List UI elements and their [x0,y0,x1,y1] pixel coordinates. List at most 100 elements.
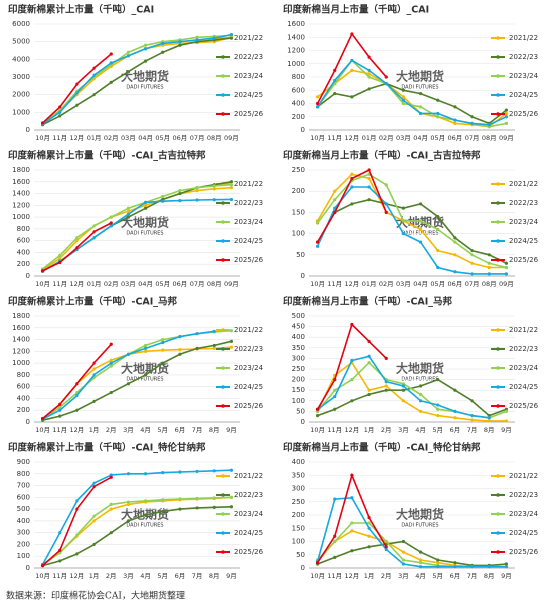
y-tick-label: 1000 [12,359,30,367]
data-point [126,212,131,216]
data-point [350,358,354,363]
data-point [315,240,320,244]
y-tick-label: 1000 [12,213,30,221]
legend-label: 2022/23 [509,345,538,353]
data-point [367,168,371,172]
data-point [384,384,388,388]
data-point [161,199,165,203]
legend-label: 2025/26 [234,110,264,118]
data-point [75,408,79,412]
x-tick-label: 7月 [192,572,203,580]
legend-marker [496,366,500,370]
data-point [178,199,182,203]
x-tick-label: 03月 [396,134,411,142]
data-point [367,72,371,76]
x-tick-label: 11月 [327,134,342,142]
data-point [401,206,406,210]
data-point [470,115,474,119]
x-tick-label: 03月 [396,280,411,288]
data-point [229,197,234,202]
data-point [195,346,199,350]
data-point [75,91,79,95]
data-point [367,521,371,525]
y-tick-label: 50 [296,251,305,259]
x-tick-label: 10月 [310,280,325,288]
data-point [178,191,182,196]
data-point [418,227,423,231]
data-point [401,219,406,223]
data-point [212,469,216,473]
x-tick-label: 4月 [415,426,426,434]
data-point [470,248,474,253]
x-tick-label: 10月 [35,134,50,142]
x-tick-label: 12月 [345,280,360,288]
series-line [316,59,507,126]
legend-label: 2022/23 [234,199,263,207]
data-point [418,558,423,562]
watermark: 大地期货 [396,361,444,376]
data-point [58,402,62,406]
y-tick-label: 200 [17,406,30,414]
data-point [401,562,406,566]
x-tick-label: 11月 [52,572,67,580]
y-tick-label: 350 [292,344,305,352]
legend-label: 2023/24 [234,364,264,372]
x-tick-label: 5月 [157,572,168,580]
y-tick-label: 1400 [12,336,30,344]
x-tick-label: 2月 [106,572,117,580]
chart-title: 印度新棉累计上市量（千吨）-CAI_特伦甘纳邦 [8,442,206,454]
series-line [42,198,232,272]
data-point [504,562,509,566]
data-point [367,354,371,358]
data-point [384,210,388,214]
y-tick-label: 200 [17,540,30,548]
data-point [212,496,216,500]
data-point [418,202,423,206]
data-point [229,345,234,349]
x-tick-label: 10月 [310,426,325,434]
data-point [436,378,440,382]
y-tick-label: 800 [292,73,305,81]
y-tick-label: 6000 [12,20,30,28]
y-tick-label: 200 [292,511,305,519]
data-point [350,529,354,533]
data-point [126,502,131,506]
y-tick-label: 600 [17,493,30,501]
data-point [75,82,79,86]
data-point [178,189,182,193]
x-tick-label: 07月 [465,280,480,288]
data-point [470,261,474,265]
data-point [212,343,216,348]
x-tick-label: 11月 [327,280,342,288]
x-tick-label: 09月 [224,134,239,142]
data-point [109,342,113,346]
data-point [436,561,440,565]
data-point [350,185,354,189]
x-tick-label: 2月 [381,426,392,434]
data-point [143,343,148,348]
legend-marker [496,220,500,224]
data-point [453,270,457,274]
x-tick-label: 06月 [173,134,188,142]
data-point [109,390,113,395]
data-point [212,36,216,40]
data-point [92,519,96,523]
data-point [75,103,79,107]
legend-label: 2025/26 [509,548,539,556]
data-point [161,348,165,352]
x-tick-label: 10月 [35,426,50,434]
data-point [401,384,406,388]
data-point [436,403,440,407]
data-point [92,93,96,97]
legend-label: 2023/24 [234,510,264,518]
data-point [229,329,234,333]
data-point [453,236,457,240]
y-tick-label: 5000 [12,38,30,46]
series-line [42,496,232,566]
data-point [58,548,62,552]
y-tick-label: 0 [26,126,30,134]
legend-marker [221,366,225,370]
data-point [109,531,113,535]
legend-marker [221,239,225,243]
data-point [453,416,457,420]
